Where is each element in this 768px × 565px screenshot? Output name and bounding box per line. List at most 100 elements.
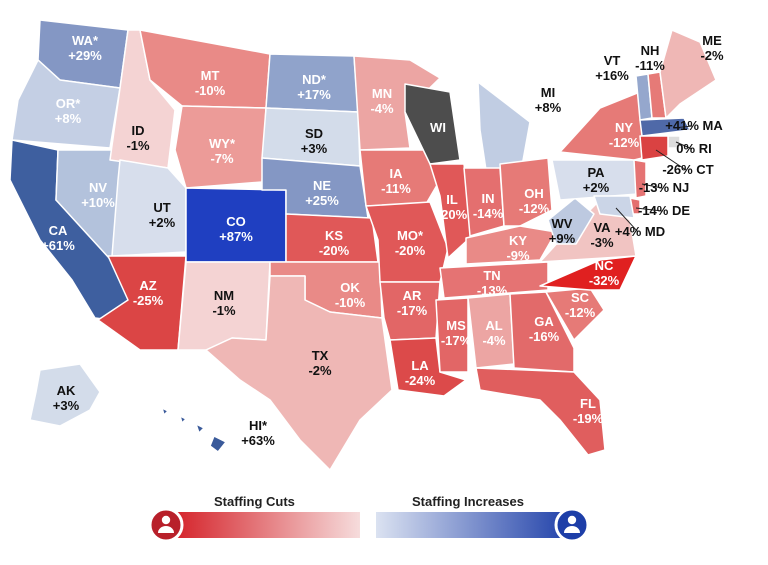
state-fl [475, 367, 606, 456]
state-label-ia: IA [390, 166, 404, 181]
state-value-nd: +17% [297, 87, 331, 102]
state-ms [435, 297, 469, 373]
state-label-ak: AK [57, 383, 76, 398]
legend-cuts-label: Staffing Cuts [214, 494, 295, 509]
state-label-sc: SC [571, 290, 590, 305]
state-label-la: LA [411, 358, 429, 373]
state-label-me: ME [702, 33, 722, 48]
person-icon-increases [554, 507, 590, 543]
state-value-nh: -11% [635, 58, 665, 73]
state-wi [404, 83, 461, 165]
state-me [659, 29, 717, 119]
state-value-ky: -9% [506, 248, 530, 263]
state-value-mi: +8% [535, 100, 562, 115]
callout-leader-ma [673, 125, 693, 129]
state-ma [639, 117, 691, 137]
state-value-il: -20% [437, 207, 468, 222]
state-label-in: IN [482, 191, 495, 206]
state-value-tn: -13% [477, 283, 508, 298]
callout-nj: -13% NJ [639, 180, 690, 195]
state-value-nm: -1% [212, 303, 236, 318]
state-label-nc: NC [595, 258, 614, 273]
state-label-tn: TN [483, 268, 500, 283]
state-il [429, 163, 473, 259]
state-value-oh: -12% [519, 201, 550, 216]
state-label-or: OR* [56, 96, 82, 111]
callout-ct: -26% CT [662, 162, 713, 177]
state-label-ne: NE [313, 178, 331, 193]
state-label-nd: ND* [302, 72, 327, 87]
callout-leader-ri [675, 141, 693, 150]
state-ky [465, 225, 557, 265]
state-label-pa: PA [587, 165, 605, 180]
state-value-ca: +61% [41, 238, 75, 253]
callout-leader-ct [655, 149, 687, 171]
callout-de: -14% DE [638, 203, 690, 218]
callout-leader-md [615, 207, 639, 233]
state-ut [111, 159, 187, 257]
state-value-mo: -20% [395, 243, 426, 258]
state-value-az: -25% [133, 293, 164, 308]
state-ct [639, 135, 669, 161]
legend-increases-label: Staffing Increases [412, 494, 524, 509]
state-hi [161, 407, 227, 453]
state-label-nm: NM [214, 288, 234, 303]
state-label-ga: GA [534, 314, 554, 329]
state-label-ks: KS [325, 228, 343, 243]
state-value-ms: -17% [441, 333, 472, 348]
state-mi [477, 81, 531, 171]
state-label-mo: MO* [397, 228, 424, 243]
state-value-vt: +16% [595, 68, 629, 83]
state-value-ia: -11% [381, 181, 411, 196]
state-value-hi: +63% [241, 433, 275, 448]
state-value-ga: -16% [529, 329, 560, 344]
person-icon-cuts [148, 507, 184, 543]
state-label-mt: MT [201, 68, 220, 83]
state-value-va: -3% [590, 235, 614, 250]
state-label-id: ID [132, 123, 145, 138]
state-ak [29, 363, 101, 427]
state-value-ar: -17% [397, 303, 428, 318]
callout-leader-de [635, 207, 663, 212]
state-value-me: -2% [700, 48, 724, 63]
state-label-mi: MI [541, 85, 555, 100]
state-value-tx: -2% [308, 363, 332, 378]
state-label-az: AZ [139, 278, 156, 293]
state-la [389, 337, 467, 397]
state-label-wv: WV [552, 216, 573, 231]
state-value-fl: -19% [573, 411, 604, 426]
state-ga [509, 291, 575, 373]
state-label-hi: HI* [249, 418, 268, 433]
state-label-mn: MN [372, 86, 392, 101]
callout-ri: 0% RI [676, 141, 711, 156]
state-label-oh: OH [524, 186, 544, 201]
state-label-il: IL [446, 192, 458, 207]
legend-increases-bar [376, 512, 574, 538]
state-value-al: -4% [482, 333, 506, 348]
callout-md: +4% MD [615, 224, 665, 239]
state-value-mt: -10% [195, 83, 226, 98]
state-value-in: -14% [473, 206, 504, 221]
state-nj [633, 159, 647, 199]
state-label-co: CO [226, 214, 246, 229]
legend: Staffing Cuts Staffing Increases [148, 494, 590, 543]
state-label-va: VA [593, 220, 611, 235]
state-label-vt: VT [604, 53, 621, 68]
state-label-sd: SD [305, 126, 323, 141]
state-label-ar: AR [403, 288, 422, 303]
state-value-nc: -32% [589, 273, 620, 288]
state-tx [205, 275, 393, 471]
state-label-ut: UT [153, 200, 170, 215]
state-label-ok: OK [340, 280, 360, 295]
state-label-al: AL [485, 318, 502, 333]
state-value-sd: +3% [301, 141, 328, 156]
state-wv [547, 197, 595, 245]
state-value-co: +87% [219, 229, 253, 244]
state-value-mn: -4% [370, 101, 394, 116]
state-value-la: -24% [405, 373, 436, 388]
callout-leader-nj [641, 183, 663, 189]
state-value-pa: +2% [583, 180, 610, 195]
state-wy [174, 105, 267, 189]
state-label-nh: NH [641, 43, 660, 58]
